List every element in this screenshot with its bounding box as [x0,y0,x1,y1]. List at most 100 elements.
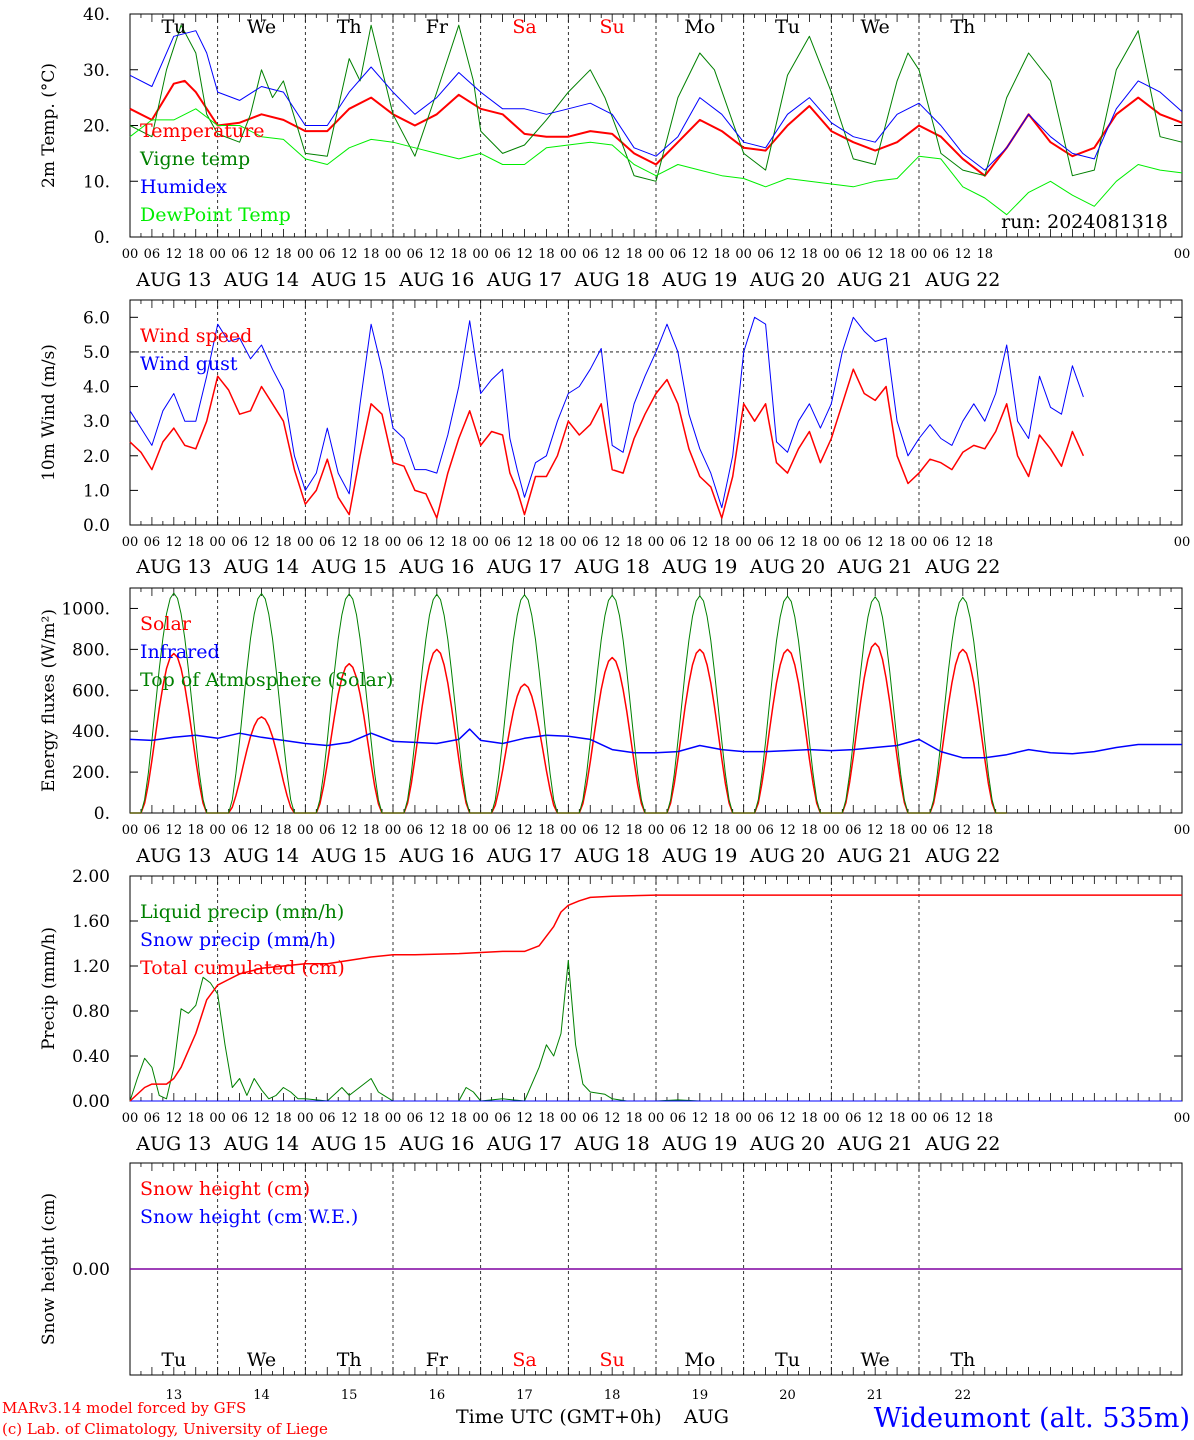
hour-tick-label: 00 [385,823,402,838]
day-number: 18 [604,1388,621,1403]
legend-label: Snow height (cm W.E.) [140,1206,358,1228]
hour-tick-label: 18 [801,1111,818,1126]
hour-tick-label: 06 [757,247,774,262]
hour-tick-label: 18 [713,823,730,838]
hour-tick-label: 06 [845,247,862,262]
hour-tick-label: 06 [845,1111,862,1126]
hour-tick-label: 06 [319,535,336,550]
y-tick-label: 10. [83,172,110,192]
date-label: AUG 15 [311,1133,387,1155]
legend-label: Wind speed [140,325,252,347]
date-label: AUG 16 [398,269,474,291]
y-tick-label: 0. [94,228,110,248]
hour-tick-label: 00 [385,247,402,262]
hour-tick-label: 12 [429,247,446,262]
hour-tick-label: 12 [604,535,621,550]
hour-tick-label: 06 [670,823,687,838]
date-label: AUG 20 [749,845,825,867]
hour-tick-label: 12 [516,823,533,838]
y-tick-label: 0.00 [72,1092,110,1112]
date-label: AUG 21 [837,269,913,291]
weekday-label-bottom: We [247,1349,276,1371]
hour-tick-label: 12 [604,247,621,262]
hour-tick-label: 18 [889,535,906,550]
weekday-label-bottom: Th [950,1349,975,1371]
date-label: AUG 18 [574,845,650,867]
hour-tick-label: 06 [319,1111,336,1126]
hour-tick-label: 00 [648,535,665,550]
hour-tick-label: 00 [560,1111,577,1126]
hour-tick-label: 18 [626,823,643,838]
hour-tick-label: 00 [911,535,928,550]
hour-tick-label: 12 [341,823,358,838]
series-line-energy-1 [129,728,1182,759]
date-label: AUG 20 [749,556,825,578]
legend-label: Vigne temp [139,148,250,170]
weekday-label-top: Th [337,16,362,38]
hour-tick-label: 06 [144,823,161,838]
hour-tick-label: 12 [604,823,621,838]
hour-tick-label: 06 [407,535,424,550]
y-tick-label: 0.00 [72,1260,110,1280]
hour-tick-label: 12 [779,247,796,262]
legend-label: Temperature [140,120,264,142]
hour-tick-label: 06 [231,535,248,550]
hour-tick-label: 18 [538,823,555,838]
legend-label: Solar [140,613,192,635]
hour-tick-label: 18 [976,247,993,262]
date-label: AUG 16 [398,556,474,578]
hour-tick-label: 12 [253,247,270,262]
date-label: AUG 15 [311,556,387,578]
weekday-label-top: Fr [426,16,449,38]
day-number: 17 [516,1388,533,1403]
y-tick-label: 2.00 [72,867,110,887]
weekday-label-top: Su [600,16,625,38]
y-tick-label: 30. [83,61,110,81]
hour-tick-label: 06 [845,535,862,550]
day-number: 19 [692,1388,709,1403]
weekday-label-top: Tu [775,16,800,38]
date-label: AUG 20 [749,269,825,291]
hour-tick-label: 18 [275,247,292,262]
date-label: AUG 15 [311,845,387,867]
date-label: AUG 13 [135,269,211,291]
date-label: AUG 16 [398,1133,474,1155]
legend-label: Top of Atmosphere (Solar) [140,669,393,691]
series-line-temp-0 [129,79,1183,177]
hour-tick-label: 06 [670,247,687,262]
hour-tick-label: 06 [582,1111,599,1126]
hour-tick-label: 18 [976,535,993,550]
hour-tick-label: 00 [1174,1111,1191,1126]
weekday-label-top: We [247,16,276,38]
y-tick-label: 6.0 [83,308,110,328]
hour-tick-label: 00 [122,247,139,262]
hour-tick-label: 06 [582,247,599,262]
hour-tick-label: 00 [297,1111,314,1126]
hour-tick-label: 00 [735,535,752,550]
hour-tick-label: 18 [187,1111,204,1126]
hour-tick-label: 06 [757,823,774,838]
hour-tick-label: 12 [867,535,884,550]
hour-tick-label: 12 [516,1111,533,1126]
hour-tick-label: 12 [341,535,358,550]
hour-tick-label: 18 [363,823,380,838]
y-tick-label: 5.0 [83,343,110,363]
hour-tick-label: 06 [582,823,599,838]
hour-tick-label: 00 [735,247,752,262]
model-credit: MARv3.14 model forced by GFS [2,1399,246,1417]
hour-tick-label: 18 [801,535,818,550]
date-label: AUG 14 [223,269,299,291]
day-number: 20 [779,1388,796,1403]
day-number: 22 [955,1388,972,1403]
hour-tick-label: 18 [450,535,467,550]
date-label: AUG 21 [837,845,913,867]
hour-tick-label: 12 [341,247,358,262]
hour-tick-label: 18 [538,1111,555,1126]
hour-tick-label: 18 [801,247,818,262]
hour-tick-label: 12 [429,1111,446,1126]
y-axis-label: 2m Temp. (°C) [39,63,59,188]
legend-label: Infrared [140,641,220,663]
hour-tick-label: 18 [187,823,204,838]
hour-tick-label: 00 [560,823,577,838]
